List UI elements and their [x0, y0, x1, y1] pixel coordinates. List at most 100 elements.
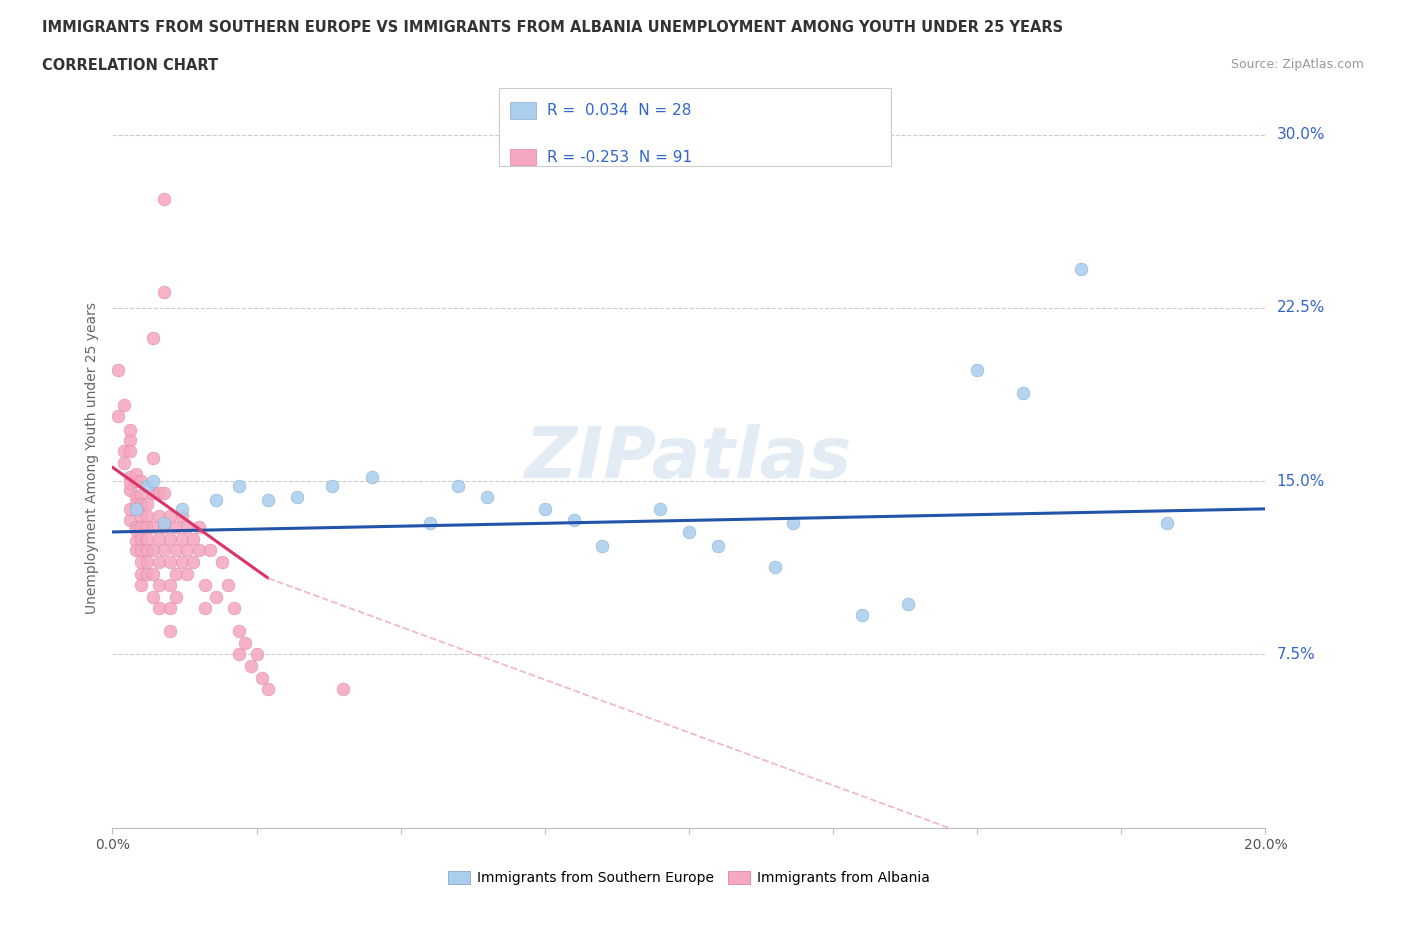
Text: R =  0.034  N = 28: R = 0.034 N = 28 [547, 103, 692, 118]
Point [170, 554, 193, 569]
Point [148, 601, 170, 616]
Point [142, 451, 165, 466]
FancyBboxPatch shape [510, 102, 536, 119]
Point [129, 509, 153, 524]
Text: 15.0%: 15.0% [1277, 473, 1324, 488]
Point [159, 624, 181, 639]
Point [170, 531, 193, 546]
Text: Source: ZipAtlas.com: Source: ZipAtlas.com [1230, 58, 1364, 71]
Point [257, 682, 280, 697]
Point [124, 467, 146, 482]
Point [148, 531, 170, 546]
Point [136, 531, 159, 546]
Point [112, 397, 135, 412]
Point [153, 515, 176, 530]
Point [129, 566, 153, 581]
Point [136, 509, 159, 524]
Point [170, 509, 193, 524]
Point [228, 478, 250, 493]
Point [211, 554, 233, 569]
Point [153, 192, 176, 206]
Point [181, 554, 204, 569]
Point [142, 543, 165, 558]
Point [129, 578, 153, 592]
Point [176, 566, 198, 581]
Point [176, 543, 198, 558]
Point [533, 501, 555, 516]
Point [136, 497, 159, 512]
Point [142, 520, 165, 535]
Point [142, 566, 165, 581]
Point [136, 554, 159, 569]
Point [129, 554, 153, 569]
Point [678, 525, 700, 539]
Point [148, 578, 170, 592]
Point [124, 523, 146, 538]
Point [148, 509, 170, 524]
Point [252, 671, 274, 685]
Point [153, 285, 176, 299]
Point [159, 509, 181, 524]
Point [321, 478, 343, 493]
Point [153, 485, 176, 500]
Point [1156, 515, 1178, 530]
Point [592, 538, 614, 553]
Point [228, 624, 250, 639]
Point [118, 513, 141, 528]
Legend: Immigrants from Southern Europe, Immigrants from Albania: Immigrants from Southern Europe, Immigra… [443, 866, 935, 891]
Point [142, 330, 165, 345]
Point [285, 490, 308, 505]
Point [765, 559, 787, 574]
Point [159, 554, 181, 569]
Point [129, 543, 153, 558]
Point [118, 469, 141, 484]
Point [124, 497, 146, 512]
Y-axis label: Unemployment Among Youth under 25 years: Unemployment Among Youth under 25 years [84, 302, 98, 614]
Point [419, 515, 441, 530]
FancyBboxPatch shape [499, 88, 891, 166]
Point [851, 607, 873, 622]
Point [181, 531, 204, 546]
Point [118, 501, 141, 516]
Point [188, 543, 211, 558]
Point [239, 658, 262, 673]
Point [257, 492, 280, 507]
Point [966, 363, 988, 378]
Point [118, 476, 141, 491]
Point [165, 520, 187, 535]
Point [194, 578, 217, 592]
Point [159, 531, 181, 546]
Point [165, 566, 187, 581]
Point [217, 578, 239, 592]
Point [142, 473, 165, 488]
Text: R = -0.253  N = 91: R = -0.253 N = 91 [547, 150, 692, 165]
Point [562, 513, 585, 528]
Point [142, 485, 165, 500]
Point [129, 531, 153, 546]
Point [447, 478, 470, 493]
Point [897, 596, 920, 611]
Point [188, 520, 211, 535]
Point [200, 543, 222, 558]
Point [124, 490, 146, 505]
Text: 30.0%: 30.0% [1277, 127, 1324, 142]
Point [118, 444, 141, 458]
Point [112, 455, 135, 470]
Point [159, 601, 181, 616]
Point [233, 635, 256, 650]
Point [112, 444, 135, 458]
Point [124, 501, 146, 516]
Point [136, 543, 159, 558]
Text: ZIPatlas: ZIPatlas [526, 423, 852, 493]
Point [706, 538, 728, 553]
Point [153, 520, 176, 535]
Text: 22.5%: 22.5% [1277, 300, 1324, 315]
Point [136, 566, 159, 581]
Point [165, 590, 187, 604]
Point [124, 473, 146, 488]
Point [1012, 386, 1035, 401]
Point [228, 647, 250, 662]
Point [124, 543, 146, 558]
Point [205, 492, 228, 507]
Point [170, 501, 193, 516]
